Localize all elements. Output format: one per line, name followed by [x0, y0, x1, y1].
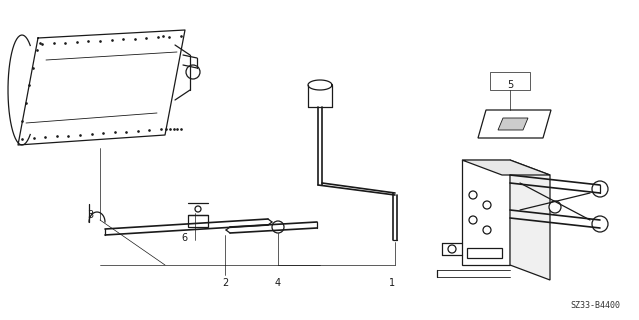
Text: 5: 5 — [507, 80, 513, 90]
Polygon shape — [498, 118, 528, 130]
Polygon shape — [478, 110, 551, 138]
Text: 1: 1 — [389, 278, 395, 288]
Polygon shape — [462, 160, 550, 175]
Bar — [490, 72, 530, 90]
Text: 3: 3 — [87, 210, 93, 220]
Text: 2: 2 — [222, 278, 228, 288]
Circle shape — [469, 216, 477, 224]
Text: SZ33-B4400: SZ33-B4400 — [570, 300, 620, 309]
Circle shape — [549, 201, 561, 213]
Bar — [462, 160, 510, 265]
Bar — [467, 248, 502, 258]
Bar — [188, 215, 208, 227]
Polygon shape — [510, 160, 550, 280]
Text: 4: 4 — [275, 278, 281, 288]
Circle shape — [195, 206, 201, 212]
Circle shape — [448, 245, 456, 253]
Circle shape — [483, 226, 491, 234]
Text: 6: 6 — [182, 233, 188, 243]
Circle shape — [592, 216, 608, 232]
Circle shape — [592, 181, 608, 197]
Circle shape — [186, 65, 200, 79]
Circle shape — [469, 191, 477, 199]
Circle shape — [272, 221, 284, 233]
Circle shape — [483, 201, 491, 209]
